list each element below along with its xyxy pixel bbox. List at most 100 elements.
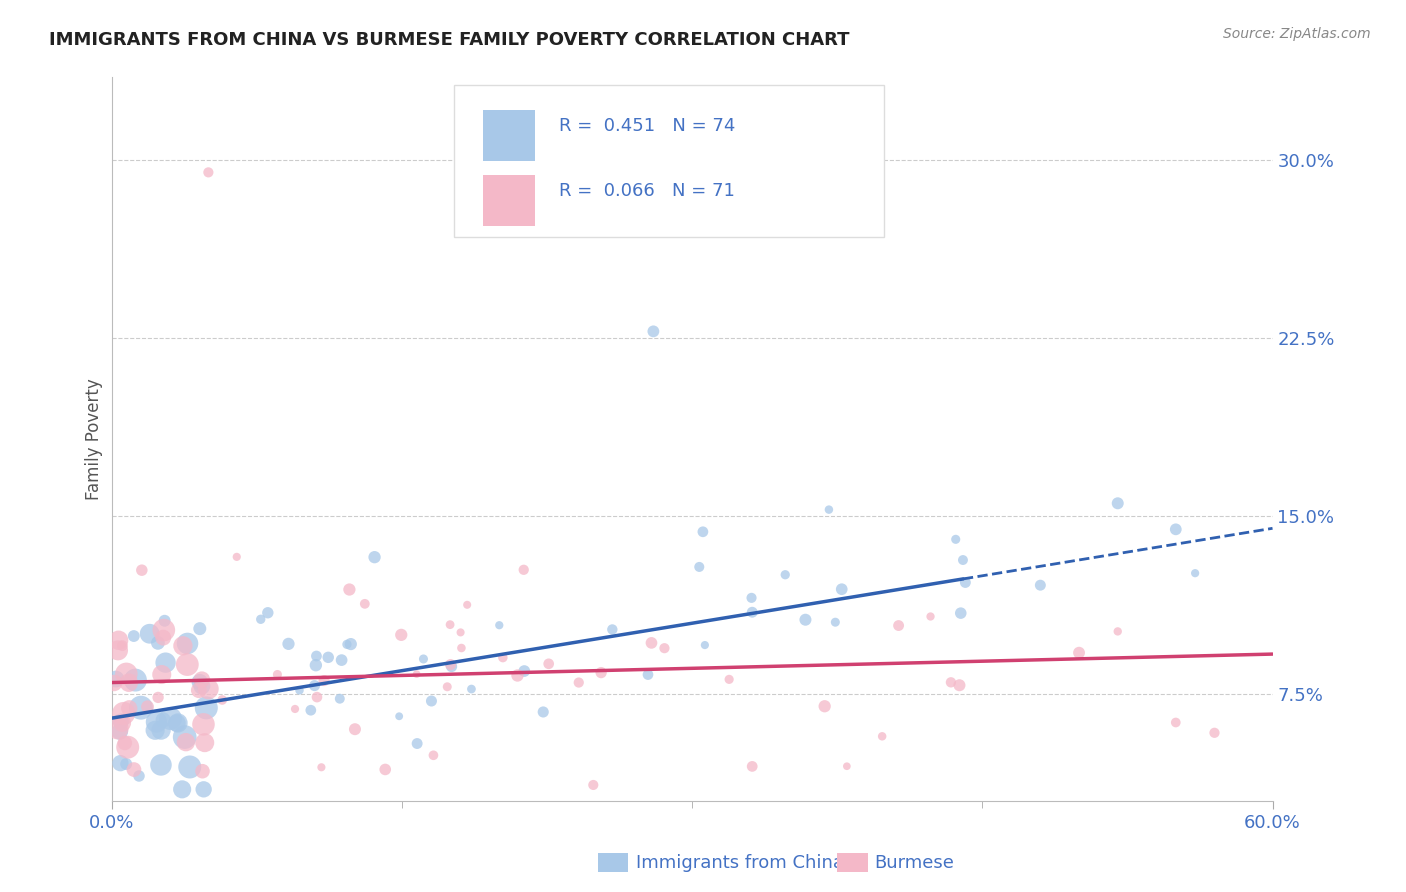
Point — [305, 648, 328, 663]
Point — [591, 665, 613, 680]
Point — [692, 524, 714, 539]
Y-axis label: Family Poverty: Family Poverty — [86, 378, 103, 500]
Text: R =  0.066   N = 71: R = 0.066 N = 71 — [558, 182, 734, 201]
Point — [138, 626, 160, 640]
FancyBboxPatch shape — [454, 85, 883, 236]
Point — [305, 658, 328, 673]
Point — [284, 702, 307, 716]
Point — [108, 724, 131, 739]
Point — [256, 606, 278, 620]
Point — [412, 652, 434, 666]
Point — [887, 618, 910, 632]
Point — [814, 699, 837, 714]
Point — [288, 683, 311, 698]
Point — [197, 165, 219, 179]
Point — [440, 659, 463, 673]
Point — [188, 622, 211, 636]
Point — [436, 680, 458, 694]
Point — [439, 657, 461, 672]
Point — [191, 673, 214, 687]
Point — [150, 667, 173, 681]
Point — [110, 756, 132, 771]
Point — [145, 714, 167, 729]
Point — [115, 756, 138, 771]
Point — [107, 722, 129, 736]
Point — [143, 723, 166, 738]
Point — [153, 614, 176, 628]
Point — [336, 637, 359, 651]
Point — [460, 681, 482, 696]
Point — [363, 550, 385, 565]
Point — [422, 748, 444, 763]
Point — [513, 664, 536, 678]
Text: IMMIGRANTS FROM CHINA VS BURMESE FAMILY POVERTY CORRELATION CHART: IMMIGRANTS FROM CHINA VS BURMESE FAMILY … — [49, 31, 849, 49]
Point — [122, 763, 145, 777]
Point — [945, 533, 967, 547]
Point — [316, 650, 339, 665]
Point — [920, 609, 942, 624]
Point — [225, 549, 247, 564]
Point — [122, 629, 145, 643]
Point — [794, 613, 817, 627]
Point — [114, 736, 136, 750]
Point — [1107, 624, 1129, 639]
Point — [741, 605, 763, 619]
Point — [118, 701, 141, 715]
Point — [824, 615, 846, 630]
Point — [568, 675, 591, 690]
Point — [741, 759, 763, 773]
Point — [111, 639, 134, 653]
Point — [456, 598, 478, 612]
Point — [299, 703, 322, 717]
Point — [115, 666, 138, 681]
Point — [835, 759, 858, 773]
Point — [277, 637, 299, 651]
Point — [773, 567, 796, 582]
Point — [117, 740, 139, 755]
Point — [305, 690, 328, 705]
Point — [948, 678, 970, 692]
FancyBboxPatch shape — [484, 175, 536, 226]
Point — [952, 553, 974, 567]
Point — [506, 668, 529, 682]
Point — [110, 714, 132, 729]
Point — [531, 705, 554, 719]
Point — [420, 694, 443, 708]
Point — [329, 691, 352, 706]
Point — [159, 712, 181, 726]
Point — [194, 736, 217, 750]
Point — [582, 778, 605, 792]
Point — [131, 563, 153, 577]
Point — [312, 673, 335, 688]
Text: Burmese: Burmese — [875, 854, 955, 871]
FancyBboxPatch shape — [484, 110, 536, 161]
Point — [111, 715, 134, 730]
Point — [146, 690, 169, 705]
Point — [1204, 726, 1226, 740]
Point — [150, 723, 173, 737]
Point — [172, 782, 194, 797]
Point — [193, 717, 215, 731]
Point — [112, 706, 135, 721]
Point — [176, 636, 198, 650]
Point — [1164, 522, 1187, 536]
Point — [340, 637, 363, 651]
Point — [439, 617, 461, 632]
Point — [173, 730, 195, 744]
Point — [136, 699, 159, 714]
Point — [492, 650, 515, 665]
Point — [249, 612, 271, 626]
Point — [389, 628, 412, 642]
Point — [955, 575, 977, 590]
Point — [450, 625, 472, 640]
Point — [654, 641, 676, 656]
Point — [155, 656, 177, 670]
Point — [1164, 715, 1187, 730]
Point — [124, 673, 146, 687]
Point — [374, 763, 396, 777]
Point — [330, 653, 353, 667]
Point — [1029, 578, 1052, 592]
Point — [939, 675, 962, 690]
Point — [537, 657, 560, 671]
Point — [1184, 566, 1206, 581]
